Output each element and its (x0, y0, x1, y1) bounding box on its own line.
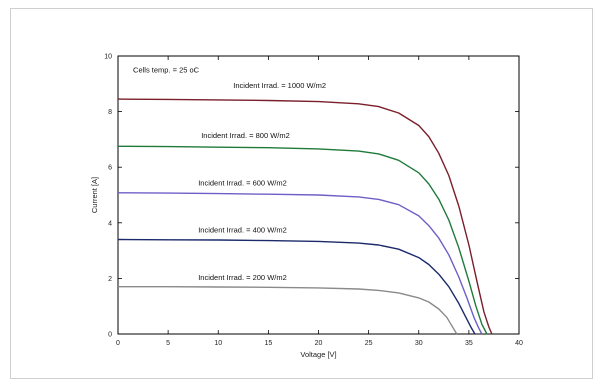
x-tick-label-7: 35 (465, 340, 473, 347)
series-line-1 (117, 145, 488, 335)
series-line-0 (117, 98, 493, 335)
figure-frame: 0 5 10 15 20 25 30 35 40 0 2 4 6 8 10 Voltage [V] Curren… (10, 8, 593, 379)
series-line-4 (118, 286, 458, 335)
x-tick-label-8: 40 (515, 340, 523, 347)
x-tick-label-0: 0 (116, 340, 120, 347)
x-tick-label-4: 20 (315, 340, 323, 347)
y-tick-label-1: 2 (108, 276, 112, 283)
cell-temp-annotation: Cells temp. = 25 oC (133, 66, 200, 75)
x-tick-label-3: 15 (264, 340, 272, 347)
irradiance-label-5: Incident Irrad. = 200 W/m2 (198, 273, 287, 282)
x-tick-label-6: 30 (415, 340, 423, 347)
series-line-2 (117, 192, 483, 335)
y-tick-label-2: 4 (108, 220, 112, 227)
x-axis-label: Voltage [V] (300, 350, 336, 359)
irradiance-label-3: Incident Irrad. = 600 W/m2 (198, 178, 287, 187)
y-tick-label-3: 6 (108, 165, 112, 172)
irradiance-label-1: Incident Irrad. = 1000 W/m2 (233, 81, 326, 90)
x-tick-label-2: 10 (214, 340, 222, 347)
x-tick-label-1: 5 (166, 340, 170, 347)
x-tick-label-5: 25 (365, 340, 373, 347)
irradiance-label-4: Incident Irrad. = 400 W/m2 (198, 226, 287, 235)
iv-curve-chart: 0 5 10 15 20 25 30 35 40 0 2 4 6 8 10 Voltage [V] Curren… (90, 54, 523, 360)
y-tick-label-5: 10 (104, 54, 112, 61)
y-tick-label-0: 0 (108, 332, 112, 339)
series-line-3 (117, 238, 476, 335)
y-tick-label-4: 8 (108, 109, 112, 116)
y-axis-label: Current [A] (90, 177, 99, 213)
irradiance-label-2: Incident Irrad. = 800 W/m2 (201, 131, 290, 140)
